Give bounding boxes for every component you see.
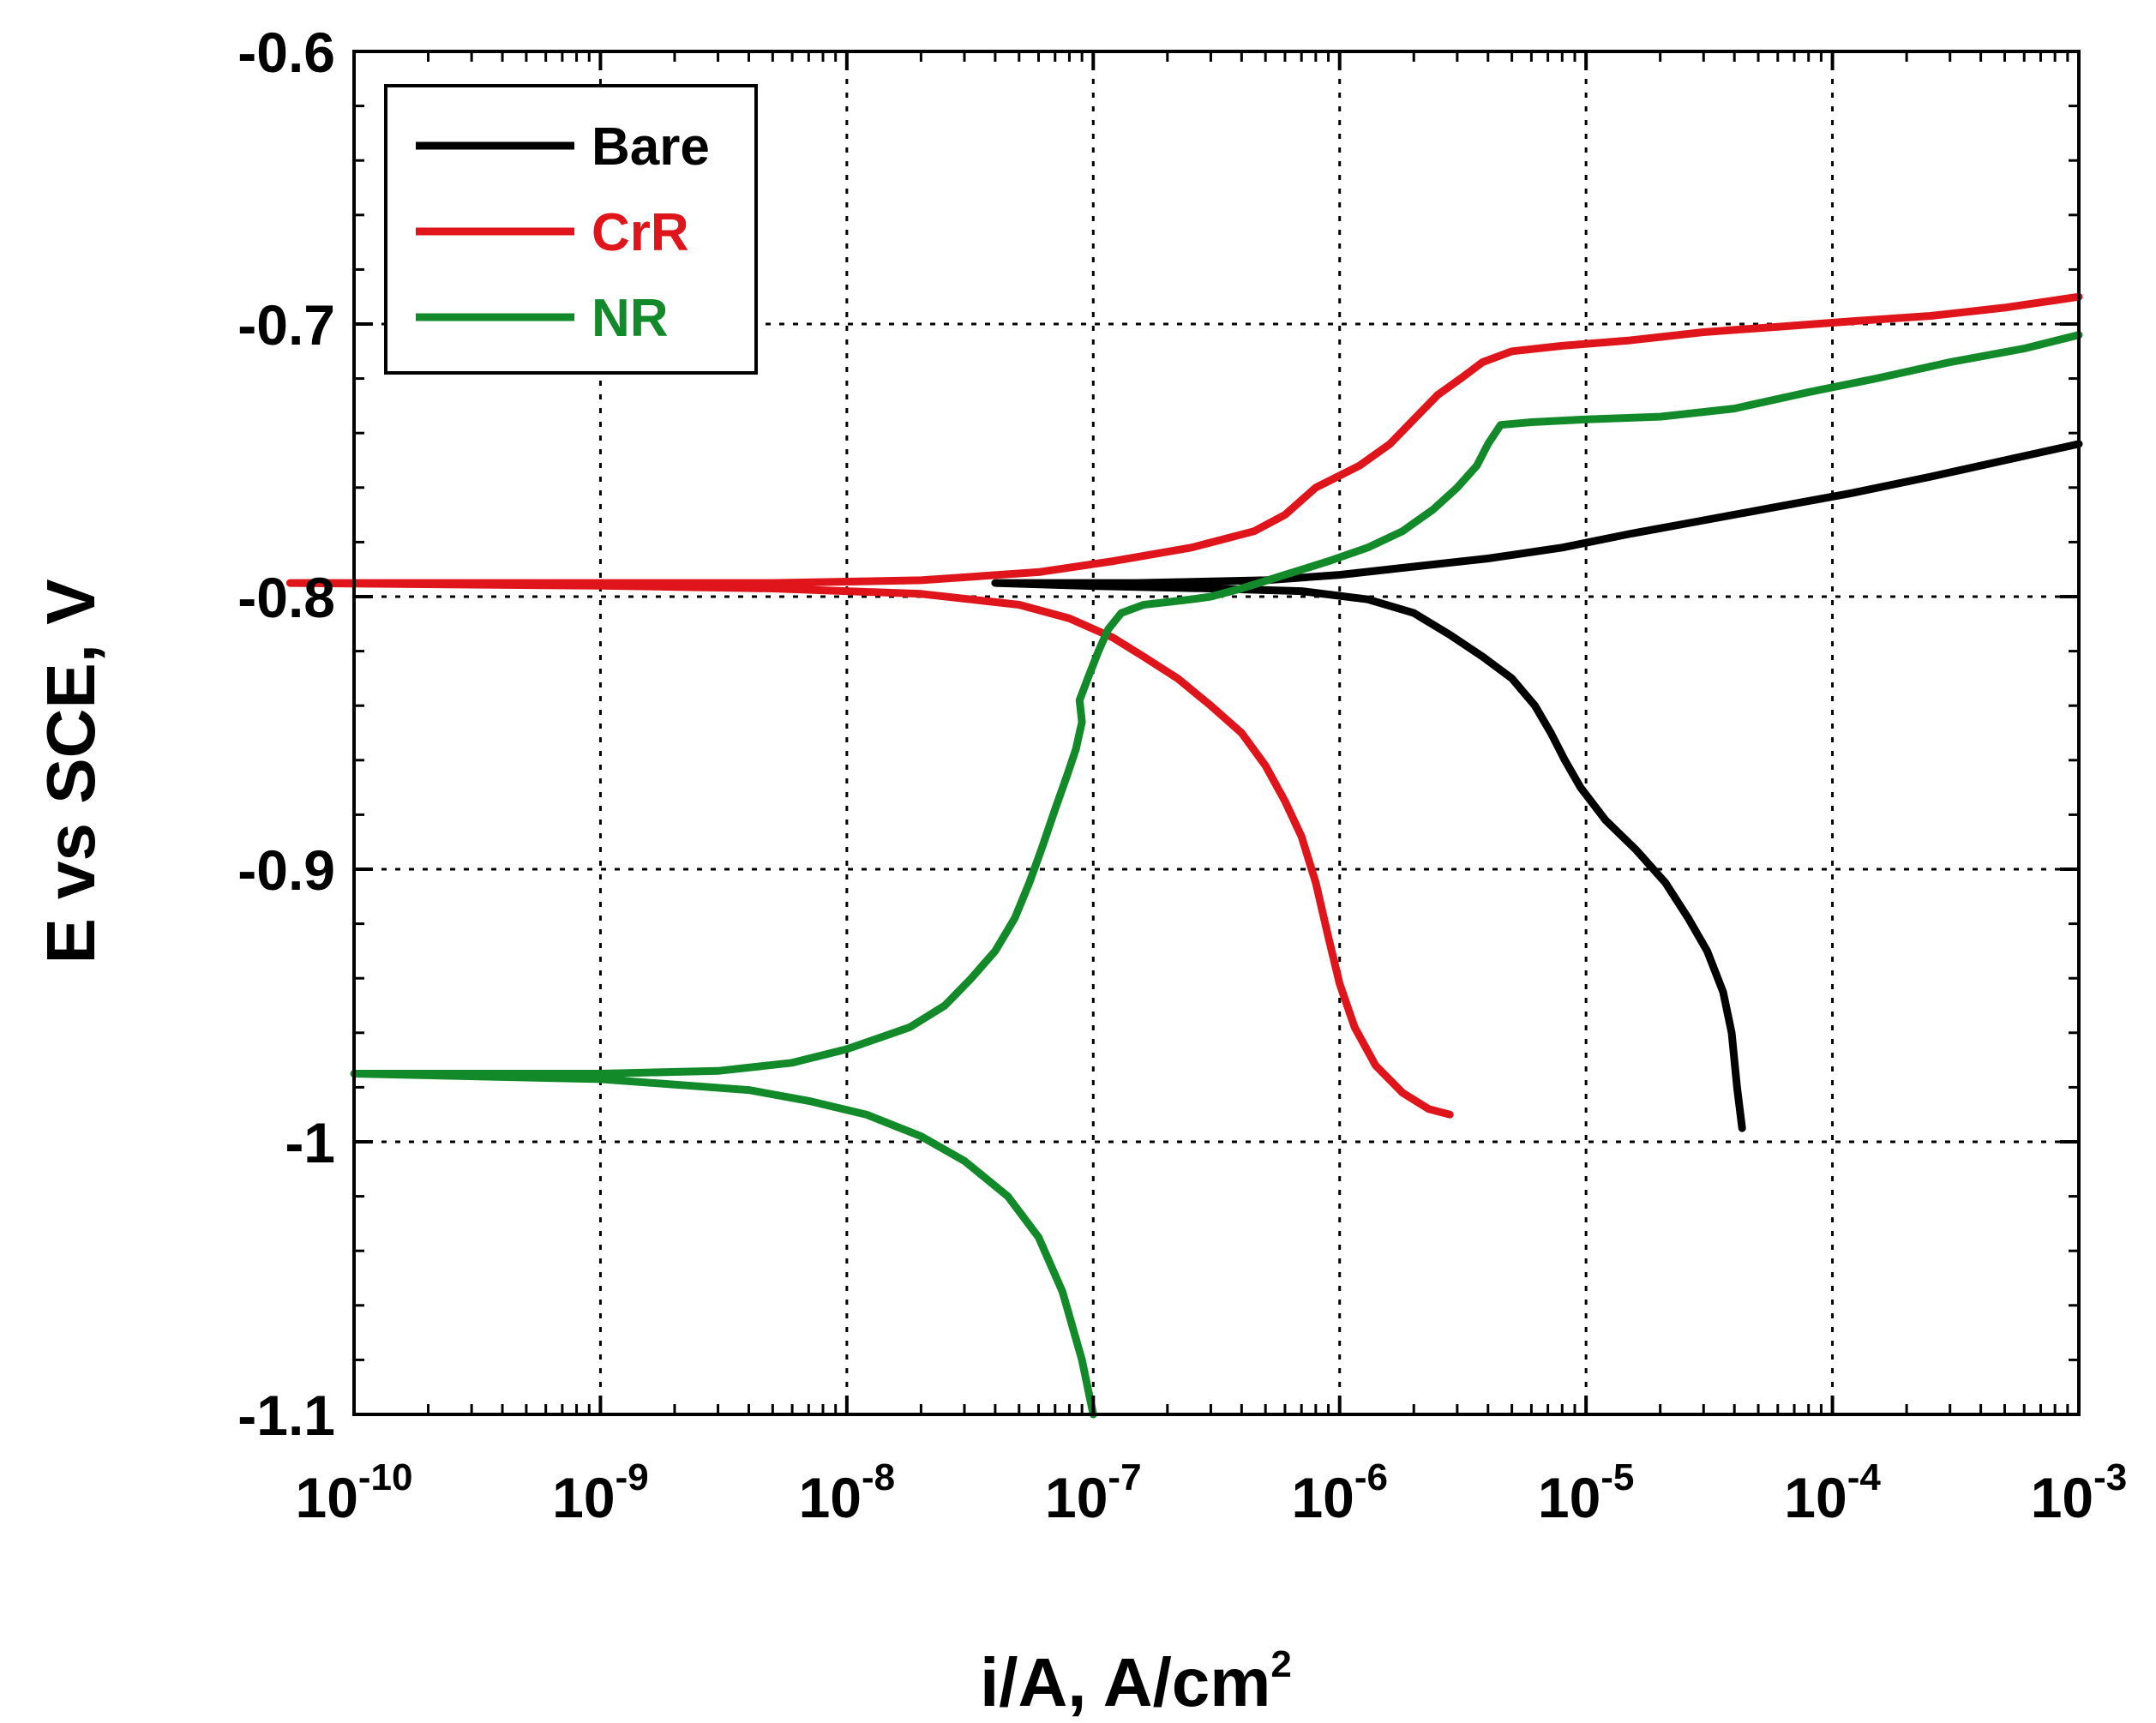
x-tick-label: 10-5 <box>1538 1456 1635 1529</box>
x-tick-label: 10-7 <box>1045 1456 1142 1529</box>
y-axis-title: E vs SCE, V <box>33 579 109 964</box>
y-tick-label: -1 <box>285 1111 335 1174</box>
x-tick-base: 10 <box>552 1466 615 1529</box>
y-tick-label: -0.9 <box>237 838 335 902</box>
series-line-crr <box>285 292 2083 1119</box>
axis-ticks <box>352 50 2081 1416</box>
x-tick-exponent: -9 <box>616 1456 649 1498</box>
y-tick-label: -1.1 <box>237 1384 335 1447</box>
x-tick-base: 10 <box>2031 1466 2093 1529</box>
x-tick-labels: 10-10 10-9 10-8 10-7 10-6 10-5 10-4 10-3 <box>295 1456 2127 1529</box>
x-tick-label: 10-9 <box>552 1456 649 1529</box>
x-tick-exponent: -6 <box>1354 1456 1388 1498</box>
legend-label-crr: CrR <box>592 203 689 262</box>
x-tick-label: 10-4 <box>1784 1456 1881 1529</box>
legend-label-bare: Bare <box>592 117 710 177</box>
x-tick-base: 10 <box>1784 1466 1847 1529</box>
x-tick-label: 10-6 <box>1291 1456 1388 1529</box>
y-tick-label: -0.6 <box>237 21 335 84</box>
series-line-nr <box>350 331 2083 1419</box>
x-tick-label: 10-3 <box>2031 1456 2128 1529</box>
x-tick-base: 10 <box>295 1466 357 1529</box>
plot-frame <box>352 50 2081 1416</box>
y-tick-label: -0.8 <box>237 566 335 629</box>
legend-label-nr: NR <box>592 289 669 348</box>
x-tick-base: 10 <box>1045 1466 1108 1529</box>
x-tick-label: 10-10 <box>295 1456 412 1529</box>
x-tick-base: 10 <box>799 1466 862 1529</box>
data-series <box>285 292 2083 1419</box>
x-axis-title: i/A, A/cm2 <box>980 1643 1292 1720</box>
x-tick-label: 10-8 <box>799 1456 896 1529</box>
y-tick-label: -0.7 <box>237 293 335 357</box>
x-tick-exponent: -10 <box>358 1456 413 1498</box>
series-line-bare <box>991 440 2083 1132</box>
x-tick-exponent: -4 <box>1847 1456 1882 1498</box>
x-tick-base: 10 <box>1291 1466 1354 1529</box>
x-tick-exponent: -5 <box>1600 1456 1634 1498</box>
x-tick-exponent: -7 <box>1108 1456 1141 1498</box>
x-tick-base: 10 <box>1538 1466 1600 1529</box>
x-tick-exponent: -3 <box>2093 1456 2127 1498</box>
legend: Bare CrR NR <box>384 84 758 375</box>
x-tick-exponent: -8 <box>862 1456 895 1498</box>
y-tick-labels: -0.6 -0.7 -0.8 -0.9 -1 -1.1 <box>237 21 335 1447</box>
